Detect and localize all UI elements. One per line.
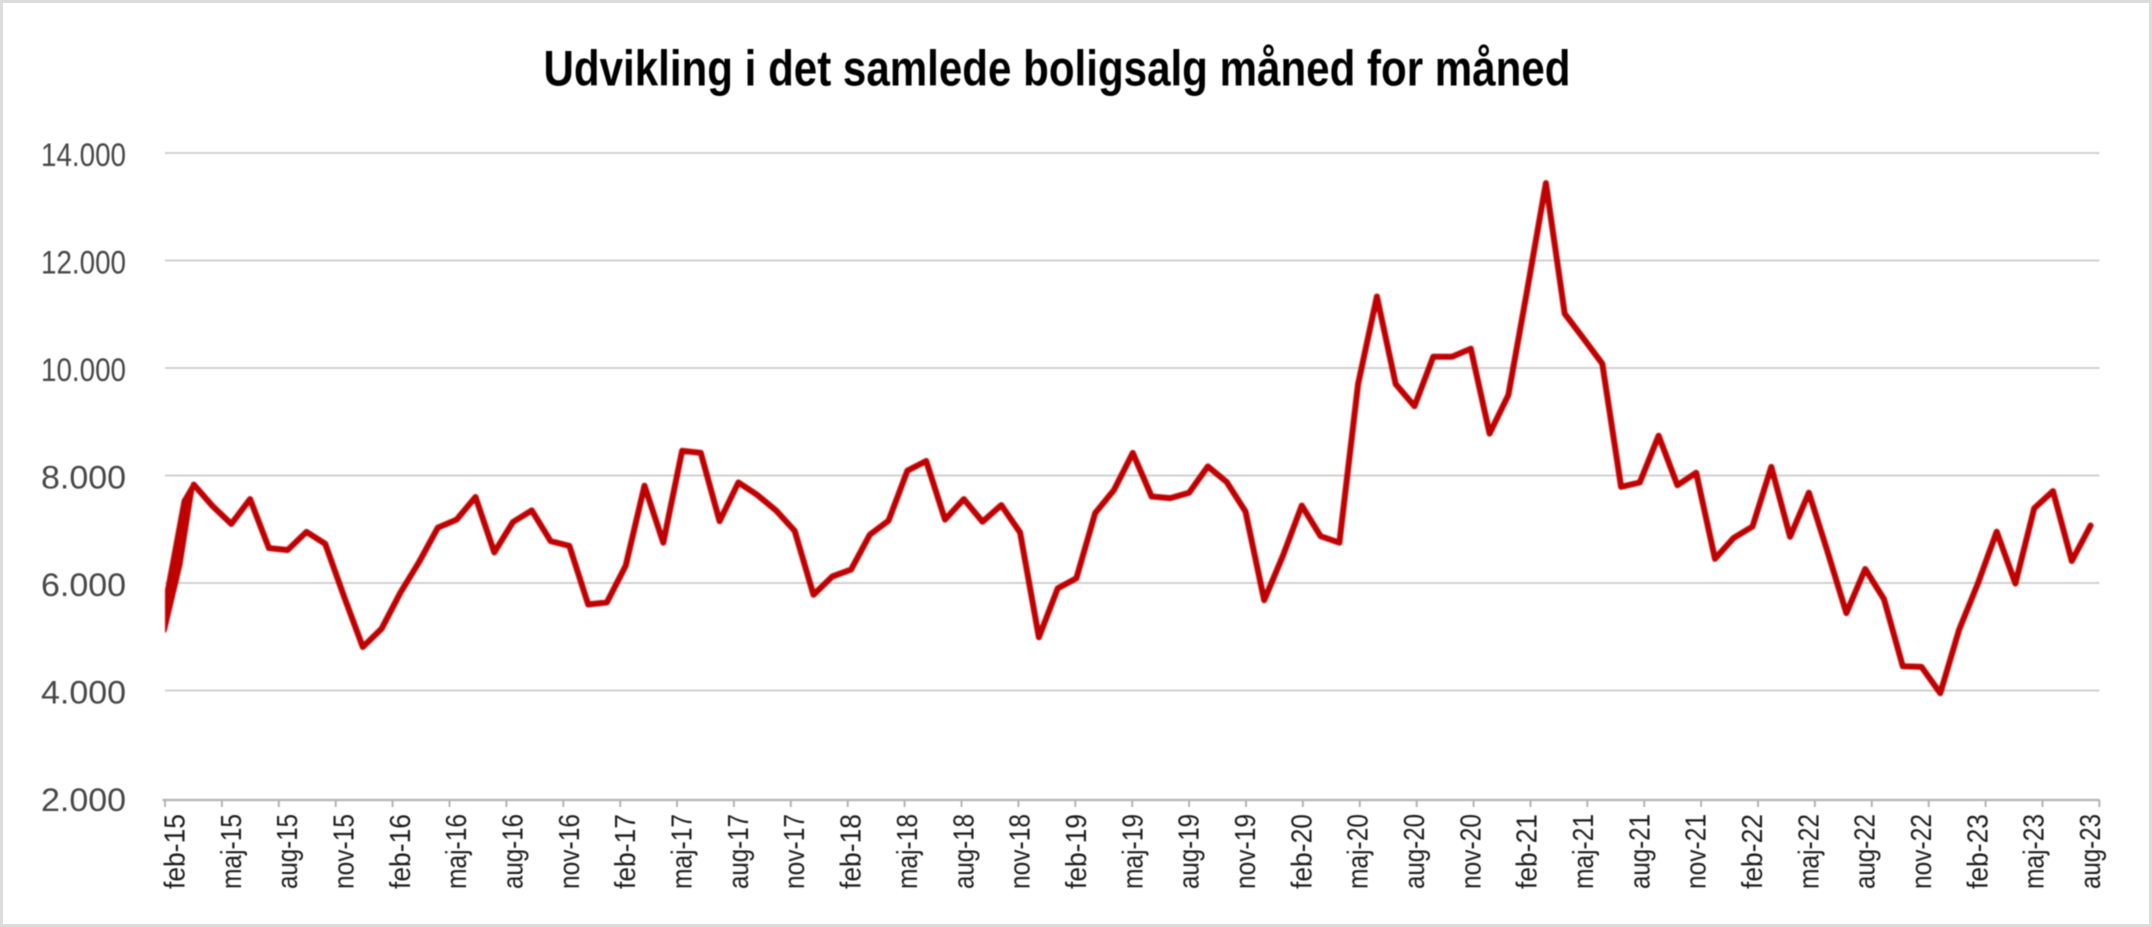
svg-text:aug-18: aug-18 (948, 814, 980, 889)
svg-text:aug-20: aug-20 (1399, 814, 1431, 889)
svg-text:6.000: 6.000 (41, 567, 126, 603)
svg-text:aug-17: aug-17 (723, 814, 755, 889)
svg-text:nov-22: nov-22 (1906, 814, 1938, 889)
svg-text:maj-19: maj-19 (1117, 814, 1149, 889)
svg-text:aug-19: aug-19 (1174, 814, 1206, 889)
svg-text:maj-22: maj-22 (1793, 814, 1825, 889)
svg-text:nov-19: nov-19 (1230, 814, 1262, 889)
svg-text:feb-19: feb-19 (1061, 814, 1093, 889)
svg-text:2.000: 2.000 (41, 782, 126, 818)
svg-text:maj-23: maj-23 (2019, 814, 2051, 889)
svg-text:aug-15: aug-15 (272, 814, 304, 889)
svg-text:maj-20: maj-20 (1343, 814, 1375, 889)
svg-text:nov-21: nov-21 (1681, 814, 1713, 889)
svg-text:feb-22: feb-22 (1737, 814, 1769, 889)
svg-text:feb-16: feb-16 (385, 814, 417, 889)
svg-text:aug-21: aug-21 (1624, 814, 1656, 889)
svg-text:feb-18: feb-18 (836, 814, 868, 889)
svg-text:aug-16: aug-16 (498, 814, 530, 889)
svg-text:14.000: 14.000 (41, 137, 126, 173)
svg-text:10.000: 10.000 (41, 352, 126, 388)
svg-text:aug-22: aug-22 (1850, 814, 1882, 889)
svg-text:nov-15: nov-15 (329, 814, 361, 889)
svg-text:nov-16: nov-16 (554, 814, 586, 889)
svg-text:Udvikling i det samlede boligs: Udvikling i det samlede boligsalg måned … (544, 41, 1571, 97)
svg-text:12.000: 12.000 (41, 245, 126, 281)
svg-text:feb-21: feb-21 (1512, 814, 1544, 889)
svg-text:nov-18: nov-18 (1005, 814, 1037, 889)
svg-text:maj-17: maj-17 (667, 814, 699, 889)
svg-text:8.000: 8.000 (41, 460, 126, 496)
svg-text:maj-15: maj-15 (216, 814, 248, 889)
svg-text:maj-16: maj-16 (441, 814, 473, 889)
svg-text:4.000: 4.000 (41, 675, 126, 711)
svg-text:feb-15: feb-15 (160, 814, 192, 889)
svg-text:feb-20: feb-20 (1286, 814, 1318, 889)
svg-text:maj-18: maj-18 (892, 814, 924, 889)
svg-text:feb-23: feb-23 (1962, 814, 1994, 889)
svg-text:nov-17: nov-17 (779, 814, 811, 889)
svg-text:nov-20: nov-20 (1455, 814, 1487, 889)
svg-text:feb-17: feb-17 (610, 814, 642, 889)
svg-text:aug-23: aug-23 (2075, 814, 2107, 889)
svg-text:maj-21: maj-21 (1568, 814, 1600, 889)
